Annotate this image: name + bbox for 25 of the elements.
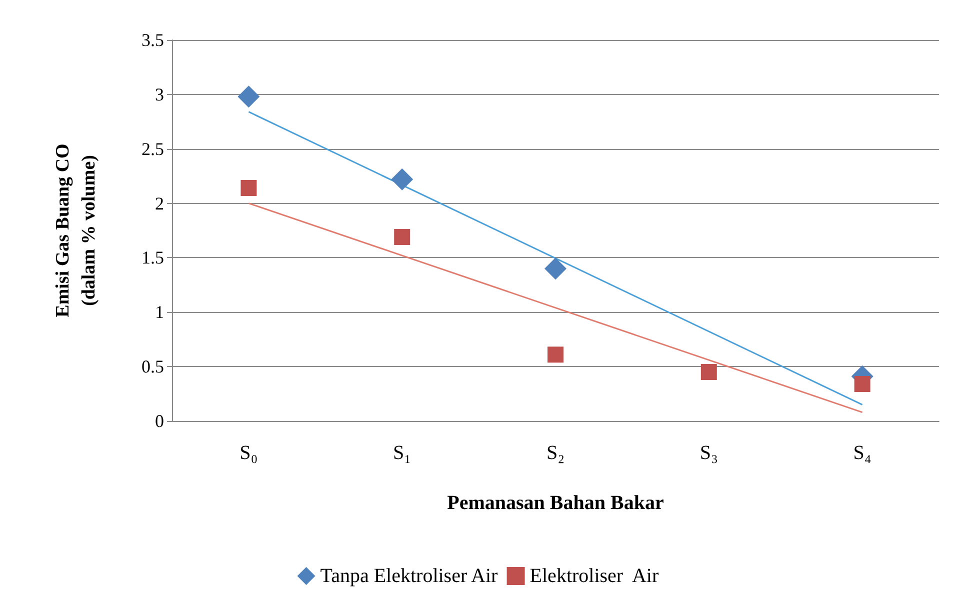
x-tick-label: S₂ [546,442,565,464]
point [544,258,566,280]
y-tick-label: 2 [155,193,164,214]
legend-label: Elektroliser Air [530,565,659,587]
point [548,346,564,363]
point [238,86,260,108]
y-tick-label: 0.5 [142,356,164,377]
y-tick-label: 1 [155,302,164,322]
point [700,364,717,380]
y-tick-label: 3 [155,84,164,104]
point [391,168,414,190]
point [394,229,410,246]
x-tick-label: S₀ [240,442,258,464]
x-tick-label: S₁ [393,442,412,464]
point [240,180,257,196]
point [854,376,870,392]
y-tick-label: 0 [155,411,164,431]
x-axis-title: Pemanasan Bahan Bakar [447,492,664,514]
y-tick-label: 2.5 [142,138,164,159]
y-axis-title: Emisi Gas Buang CO (dalam % volume) [52,144,100,318]
y-tick-label: 1.5 [142,248,164,268]
y-tick-label: 3.5 [142,30,164,50]
x-tick-label: S₃ [700,442,718,464]
legend-label: Tanpa Elektroliser Air [320,565,498,587]
x-tick-label: S₄ [853,442,872,464]
